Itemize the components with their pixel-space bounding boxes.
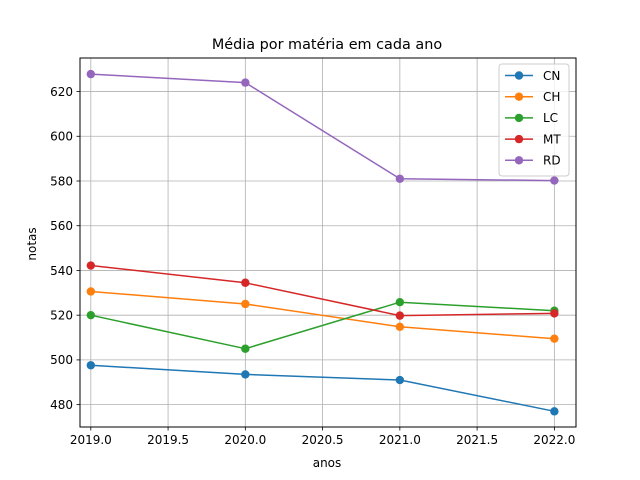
legend-swatch-marker — [514, 134, 524, 144]
series-lines — [86, 69, 559, 416]
legend-box — [498, 63, 570, 177]
legend: CN CH LC MT RD — [498, 63, 570, 177]
legend-item-mt: MT — [505, 132, 561, 146]
chart-title: Média por matéria em cada ano — [212, 37, 443, 53]
series-line-ch — [90, 290, 555, 340]
y-tick-label: 540 — [50, 264, 73, 278]
series-line-cn — [90, 364, 555, 413]
series-line-mt — [90, 264, 555, 317]
y-tick-label: 520 — [50, 308, 73, 322]
series-rd — [86, 69, 559, 185]
legend-swatch-marker — [514, 92, 524, 101]
data-point-cn — [550, 407, 559, 416]
series-ch — [86, 287, 559, 343]
y-axis-ticks: 480 500 520 540 560 580 600 620 — [50, 85, 80, 412]
legend-swatch-marker — [514, 113, 524, 123]
series-cn — [86, 361, 559, 416]
x-tick-label: 2020.5 — [302, 433, 344, 447]
data-point-lc — [395, 298, 405, 307]
data-point-mt — [86, 261, 96, 270]
y-tick-label: 500 — [50, 353, 73, 367]
data-point-mt — [241, 278, 250, 287]
legend-swatch-marker — [514, 71, 524, 80]
data-point-cn — [241, 370, 250, 379]
x-tick-label: 2021.0 — [379, 433, 421, 447]
data-point-cn — [395, 375, 405, 385]
legend-label: MT — [543, 132, 561, 146]
data-point-ch — [395, 322, 405, 332]
x-axis-label: anos — [313, 456, 342, 470]
grid — [80, 58, 576, 427]
data-point-rd — [241, 78, 250, 87]
data-point-ch — [241, 299, 250, 309]
data-point-mt — [550, 309, 559, 318]
x-axis-ticks: 2019.0 2019.5 2020.0 2020.5 2021.0 2021.5 2022… — [70, 427, 575, 447]
data-point-cn — [86, 361, 96, 370]
x-tick-label: 2019.5 — [147, 433, 189, 447]
x-tick-label: 2022.0 — [533, 433, 575, 447]
data-point-ch — [86, 287, 96, 296]
y-tick-label: 620 — [50, 85, 73, 99]
legend-label: CN — [543, 69, 560, 83]
data-point-rd — [86, 69, 96, 79]
legend-item-ch: CH — [505, 90, 560, 104]
y-tick-label: 560 — [50, 219, 73, 233]
plot-frame — [79, 57, 577, 428]
legend-item-lc: LC — [505, 111, 558, 125]
data-point-rd — [550, 176, 559, 185]
y-tick-label: 600 — [50, 130, 73, 144]
x-tick-label: 2020.0 — [224, 433, 266, 447]
data-point-rd — [395, 174, 405, 183]
legend-label: RD — [543, 154, 561, 168]
y-axis-label: notas — [25, 227, 39, 260]
x-tick-label: 2019.0 — [70, 433, 112, 447]
x-tick-label: 2021.5 — [456, 433, 498, 447]
y-tick-label: 480 — [50, 398, 73, 412]
legend-swatch-marker — [514, 156, 524, 165]
legend-item-rd: RD — [505, 154, 561, 168]
y-tick-label: 580 — [50, 174, 73, 188]
data-point-lc — [86, 310, 96, 320]
legend-label: LC — [543, 111, 558, 125]
series-line-rd — [90, 73, 555, 182]
legend-label: CH — [543, 90, 560, 104]
data-point-mt — [395, 311, 405, 320]
data-point-ch — [550, 334, 559, 343]
series-mt — [86, 261, 559, 320]
data-point-lc — [241, 344, 250, 353]
legend-item-cn: CN — [505, 69, 560, 83]
series-line-lc — [90, 301, 555, 350]
